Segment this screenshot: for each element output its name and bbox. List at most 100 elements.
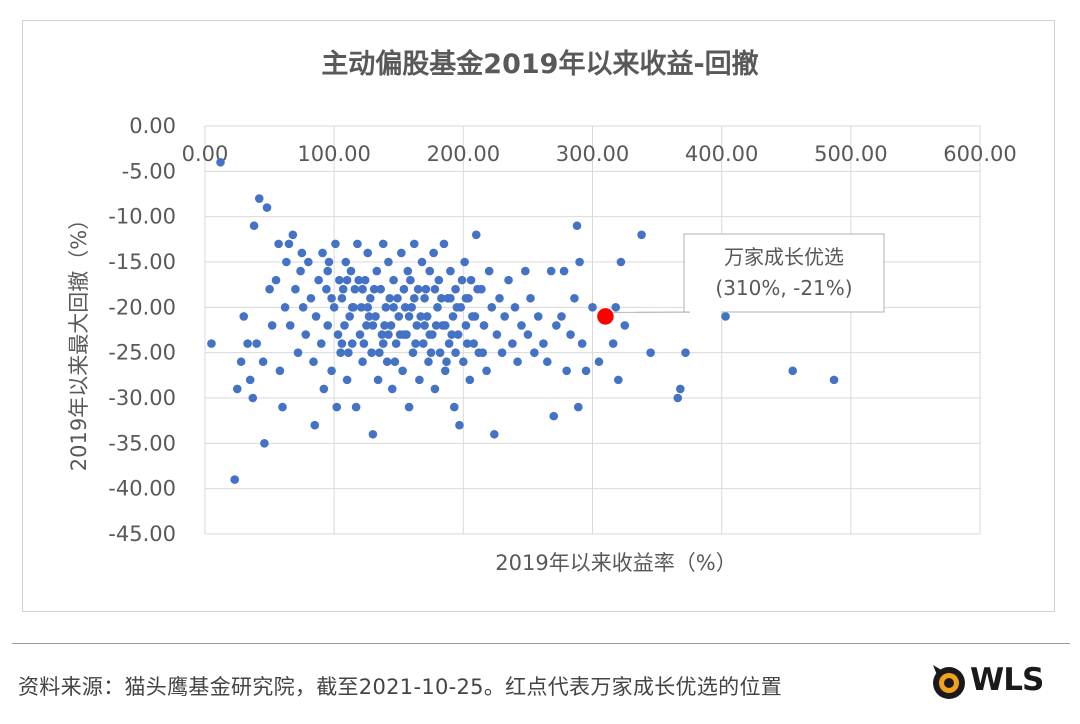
y-tick-label: -10.00 — [108, 205, 176, 229]
data-point — [275, 366, 285, 376]
data-point — [346, 266, 356, 276]
data-point — [426, 348, 436, 357]
data-point — [416, 312, 426, 321]
data-point — [399, 284, 409, 294]
data-point — [331, 239, 340, 249]
data-point — [572, 221, 582, 231]
data-point — [616, 257, 626, 267]
data-point — [284, 239, 294, 249]
data-point — [216, 157, 225, 167]
data-point — [577, 339, 587, 348]
data-point — [296, 266, 305, 276]
data-point — [435, 348, 445, 357]
data-point — [523, 330, 533, 339]
data-point — [333, 330, 343, 339]
footer-divider — [12, 643, 1070, 644]
data-point — [420, 321, 429, 330]
y-tick-label: -35.00 — [108, 431, 176, 455]
data-point — [387, 384, 397, 394]
data-point — [363, 303, 373, 312]
data-point — [355, 330, 365, 339]
data-point — [367, 348, 376, 357]
data-point — [230, 475, 240, 484]
data-point — [433, 303, 442, 312]
data-point — [207, 339, 216, 348]
data-point — [319, 384, 329, 394]
data-point — [620, 321, 630, 330]
data-point — [366, 293, 375, 303]
callout-box — [683, 233, 885, 313]
data-point — [573, 402, 583, 412]
scatter-chart: 0.00 100.00 200.00 300.00 400.00 500.00 600.00… — [67, 48, 1017, 575]
data-point — [437, 293, 446, 303]
data-point — [375, 348, 384, 357]
x-axis-label: 2019年以来收益率（%） — [495, 551, 736, 575]
data-point — [329, 303, 339, 312]
data-point — [342, 275, 352, 285]
data-point — [304, 257, 313, 267]
callout-label-values: (310%, -21%) — [715, 276, 852, 300]
data-point — [298, 303, 308, 312]
data-point — [461, 293, 471, 303]
data-point — [311, 312, 321, 321]
data-point — [408, 348, 418, 357]
data-point — [484, 266, 494, 276]
data-point — [403, 266, 413, 276]
data-point — [492, 330, 502, 339]
data-point — [245, 375, 255, 385]
data-point — [372, 266, 382, 276]
data-point — [611, 303, 621, 312]
data-point — [280, 303, 290, 312]
data-point — [336, 348, 345, 357]
data-point — [373, 375, 383, 385]
data-point — [681, 348, 690, 357]
data-point — [323, 266, 333, 276]
data-point — [385, 293, 395, 303]
data-point — [425, 330, 435, 339]
data-point — [386, 321, 396, 330]
data-point — [431, 321, 441, 330]
data-point — [442, 357, 451, 367]
data-point — [459, 357, 468, 367]
data-point — [490, 429, 499, 439]
data-point — [332, 402, 342, 412]
data-point — [504, 275, 513, 285]
data-point — [418, 339, 428, 348]
data-point — [447, 330, 457, 339]
data-point — [448, 312, 458, 321]
data-point — [446, 266, 455, 276]
data-point — [444, 339, 454, 348]
data-point — [829, 375, 839, 385]
data-point — [406, 275, 415, 285]
data-point — [608, 339, 618, 348]
data-point — [239, 312, 249, 321]
data-point — [487, 303, 497, 312]
y-axis-label: 2019年以来最大回撤（%） — [67, 209, 91, 471]
data-point — [482, 366, 491, 376]
data-point — [252, 339, 261, 348]
data-point — [323, 321, 333, 330]
data-point — [533, 312, 543, 321]
data-point — [297, 248, 307, 258]
data-point — [398, 366, 407, 376]
y-tick-label: -20.00 — [108, 295, 176, 319]
data-point — [422, 312, 432, 321]
data-point — [350, 284, 360, 294]
chart-title: 主动偏股基金2019年以来收益-回撤 — [321, 48, 758, 80]
data-point — [309, 357, 318, 367]
data-point — [557, 312, 566, 321]
data-point — [469, 339, 478, 348]
x-tick-label: 100.00 — [297, 142, 370, 166]
data-point — [440, 321, 450, 330]
data-point — [637, 230, 646, 240]
data-point — [347, 339, 357, 348]
data-point — [358, 284, 367, 294]
data-point — [377, 330, 387, 339]
data-point — [354, 275, 364, 285]
data-point — [404, 402, 414, 412]
data-point — [446, 293, 455, 303]
data-point — [552, 321, 561, 330]
y-tick-label: -30.00 — [108, 386, 176, 410]
data-point — [479, 321, 489, 330]
data-point — [521, 266, 530, 276]
